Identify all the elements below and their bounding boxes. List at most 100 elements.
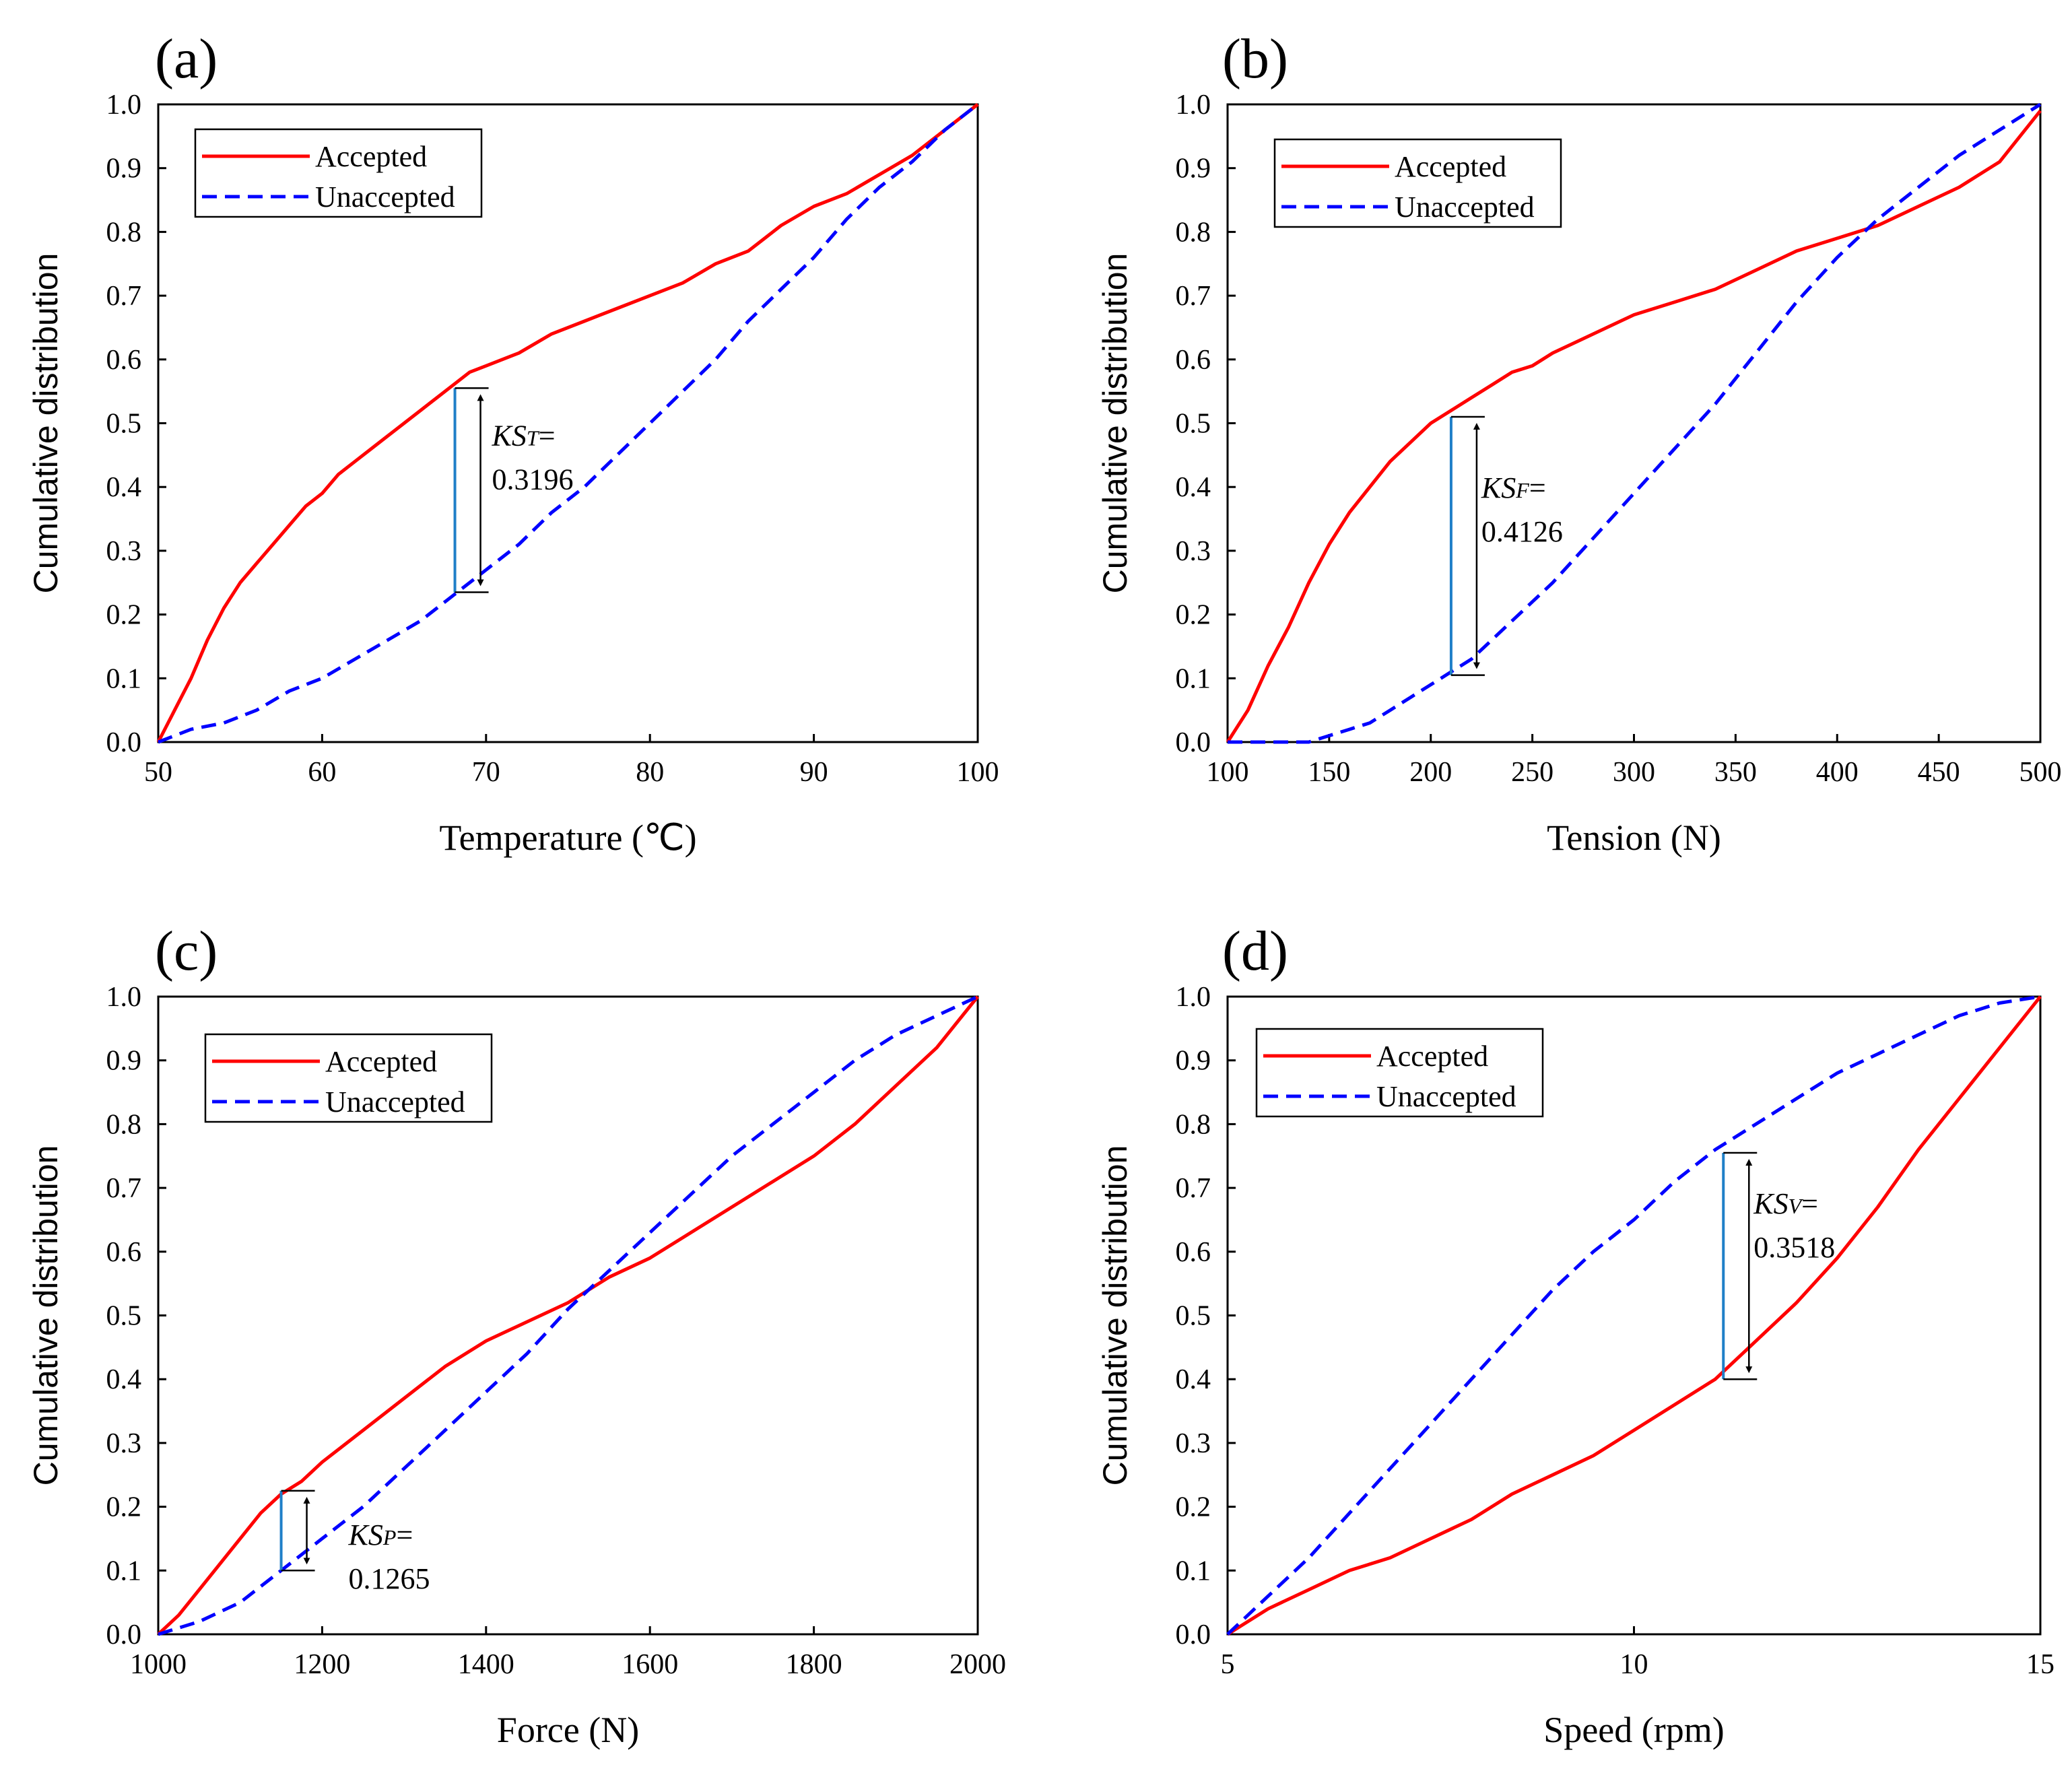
unaccepted-series-line <box>1228 102 2042 744</box>
unaccepted-series-line <box>158 995 979 1636</box>
y-tick-label: 0.3 <box>1176 1428 1211 1459</box>
y-tick-label: 0.1 <box>1176 1555 1211 1586</box>
y-tick-label: 0.6 <box>106 345 142 376</box>
chart-panel-3: (c) 0.0 0.1 0.2 0.3 0.4 0.5 0.6 0.7 0.8 0.9 1.0 1000… <box>27 920 1006 1750</box>
panel-label: (a) <box>155 28 218 90</box>
legend: Accepted Unaccepted <box>204 1033 493 1123</box>
ks-value: 0.3518 <box>1753 1231 1835 1264</box>
y-tick-label: 0.9 <box>1176 154 1211 185</box>
legend-box <box>194 128 483 218</box>
y-tick-label: 0.4 <box>1176 472 1211 503</box>
y-tick-label: 0.2 <box>106 1492 142 1523</box>
y-tick-label: 0.3 <box>106 1428 142 1459</box>
y-tick-label: 0.7 <box>106 1173 142 1204</box>
legend: Accepted Unaccepted <box>194 128 483 218</box>
x-tick-label: 50 <box>144 757 172 788</box>
x-tick-label: 15 <box>2026 1649 2054 1680</box>
y-tick-label: 0.6 <box>1176 1237 1211 1268</box>
x-tick-label: 70 <box>472 757 500 788</box>
y-tick-label: 0.4 <box>106 1364 142 1395</box>
panel-label: (b) <box>1222 28 1288 90</box>
legend-unaccepted-label: Unaccepted <box>315 180 455 213</box>
legend-accepted-label: Accepted <box>325 1045 437 1078</box>
unaccepted-series-line <box>1226 995 2041 1636</box>
y-tick-label: 1.0 <box>1176 982 1211 1013</box>
panel-label: (c) <box>155 920 218 982</box>
y-axis-title: Cumulative distribution <box>27 1145 65 1486</box>
legend-box <box>1255 1028 1544 1118</box>
legend-unaccepted-label: Unaccepted <box>1395 191 1535 224</box>
x-tick-label: 1800 <box>786 1649 842 1680</box>
legend: Accepted Unaccepted <box>1255 1028 1544 1118</box>
accepted-series-line <box>156 103 979 743</box>
x-tick-label: 80 <box>636 757 664 788</box>
y-tick-label: 0.5 <box>106 409 142 440</box>
x-tick-label: 1400 <box>458 1649 514 1680</box>
x-tick-label: 450 <box>1918 757 1960 788</box>
y-tick-label: 0.5 <box>1176 409 1211 440</box>
y-tick-label: 0.5 <box>106 1301 142 1332</box>
x-tick-label: 5 <box>1221 1649 1235 1680</box>
y-tick-label: 0.3 <box>106 536 142 567</box>
y-tick-label: 0.8 <box>106 1109 142 1140</box>
x-tick-label: 100 <box>1207 757 1249 788</box>
y-tick-label: 0.2 <box>1176 600 1211 631</box>
y-tick-label: 0.5 <box>1176 1301 1211 1332</box>
ks-value: 0.4126 <box>1481 515 1563 548</box>
legend: Accepted Unaccepted <box>1273 138 1562 228</box>
x-tick-label: 500 <box>2019 757 2062 788</box>
chart-panel-1: (a) 0.0 0.1 0.2 0.3 0.4 0.5 0.6 0.7 0.8 0.9 1.0 50 60… <box>27 28 999 858</box>
y-tick-label: 0.8 <box>1176 1109 1211 1140</box>
y-axis-title: Cumulative distribution <box>1096 1145 1134 1486</box>
y-tick-label: 0.6 <box>106 1237 142 1268</box>
legend-accepted-label: Accepted <box>315 140 427 173</box>
legend-box <box>204 1033 493 1123</box>
unaccepted-series-line <box>158 103 979 744</box>
accepted-series-line <box>1226 995 2042 1636</box>
ks-value: 0.1265 <box>349 1562 430 1595</box>
y-tick-label: 0.7 <box>106 281 142 312</box>
ks-label: KSV= <box>1753 1187 1818 1220</box>
y-tick-label: 0.2 <box>106 600 142 631</box>
chart-panel-4: (d) 0.0 0.1 0.2 0.3 0.4 0.5 0.6 0.7 0.8 0.9 1.0 5 10 1… <box>1096 920 2054 1750</box>
x-tick-label: 100 <box>957 757 999 788</box>
y-tick-label: 1.0 <box>1176 90 1211 121</box>
accepted-series-line <box>1226 109 2042 743</box>
ks-value: 0.3196 <box>492 463 574 496</box>
y-tick-label: 0.1 <box>106 1555 142 1586</box>
y-tick-label: 1.0 <box>106 90 142 121</box>
y-tick-label: 0.4 <box>1176 1364 1211 1395</box>
x-tick-label: 1000 <box>130 1649 187 1680</box>
legend-box <box>1273 138 1562 228</box>
x-axis-title: Tension (N) <box>1547 817 1721 858</box>
y-tick-label: 0.3 <box>1176 536 1211 567</box>
ks-label: KSF= <box>1481 471 1546 504</box>
y-axis-title: Cumulative distribution <box>1096 253 1134 594</box>
ks-label: KST= <box>492 419 556 452</box>
y-tick-label: 0.9 <box>106 154 142 185</box>
x-tick-label: 60 <box>308 757 336 788</box>
y-tick-label: 0.2 <box>1176 1492 1211 1523</box>
y-tick-label: 0.8 <box>1176 217 1211 248</box>
x-tick-label: 1200 <box>294 1649 350 1680</box>
y-tick-label: 1.0 <box>106 982 142 1013</box>
ks-label: KSP= <box>348 1518 413 1551</box>
legend-accepted-label: Accepted <box>1395 150 1506 183</box>
x-tick-label: 400 <box>1816 757 1859 788</box>
x-axis-title: Speed (rpm) <box>1543 1710 1724 1750</box>
y-tick-label: 0.0 <box>106 1619 142 1650</box>
x-tick-label: 200 <box>1409 757 1452 788</box>
y-tick-label: 0.9 <box>106 1046 142 1077</box>
y-tick-label: 0.8 <box>106 217 142 248</box>
x-tick-label: 1600 <box>622 1649 678 1680</box>
y-tick-label: 0.0 <box>1176 727 1211 758</box>
y-tick-label: 0.7 <box>1176 1173 1211 1204</box>
y-tick-label: 0.0 <box>106 727 142 758</box>
y-tick-label: 0.1 <box>1176 663 1211 694</box>
legend-accepted-label: Accepted <box>1376 1040 1488 1073</box>
x-tick-label: 300 <box>1613 757 1655 788</box>
legend-unaccepted-label: Unaccepted <box>1376 1080 1516 1113</box>
y-tick-label: 0.6 <box>1176 345 1211 376</box>
y-tick-label: 0.4 <box>106 472 142 503</box>
